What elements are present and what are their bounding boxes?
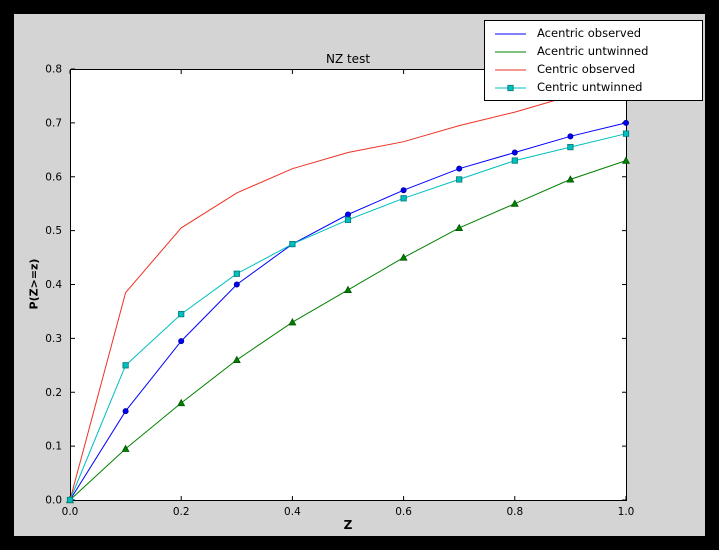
y-axis-label: P(Z>=z) <box>27 258 41 310</box>
data-point-marker <box>288 317 297 326</box>
figure-canvas: 0.0 0.2 0.4 0.6 0.8 1.0 0.0 0.1 0.2 0.3 0.4 0.5 0.6 0… <box>14 14 705 536</box>
legend-line-sample <box>495 84 526 91</box>
data-point-marker <box>344 285 352 293</box>
data-point-marker <box>622 156 630 164</box>
y-tick-label: 0.7 <box>45 117 62 129</box>
x-tick-label: 0.4 <box>284 506 301 518</box>
y-tick-label: 0.3 <box>45 333 62 345</box>
legend-item-centric-observed: Centric observed <box>493 62 696 77</box>
y-tick-label: 0.5 <box>45 225 62 237</box>
legend-line-sample <box>495 33 526 34</box>
data-point-marker <box>567 133 574 140</box>
legend: Acentric observed Acentric untwinned Cen… <box>484 20 703 101</box>
data-point-marker <box>178 338 185 345</box>
x-tick-label: 1.0 <box>618 506 635 518</box>
chart-title: NZ test <box>325 52 371 66</box>
legend-line-sample <box>495 51 526 52</box>
data-point-marker <box>289 240 296 248</box>
legend-label: Acentric observed <box>537 26 642 40</box>
data-point-marker <box>233 270 240 277</box>
data-point-marker <box>456 165 463 172</box>
x-tick-label: 0.6 <box>395 506 412 518</box>
data-point-marker <box>344 216 352 223</box>
data-point-marker <box>66 496 74 504</box>
legend-label: Centric observed <box>537 62 636 76</box>
y-tick-label: 0.1 <box>45 441 62 453</box>
series-line-2 <box>69 82 627 501</box>
x-axis-label: Z <box>343 518 353 532</box>
data-point-marker <box>511 149 518 156</box>
x-tick-label: 0.2 <box>173 506 190 518</box>
y-tick-label: 0.6 <box>45 171 62 183</box>
data-point-marker <box>567 144 574 151</box>
data-point-marker <box>232 355 241 364</box>
y-tick-label: 0.0 <box>45 495 62 507</box>
chart-plot-svg: 0.0 0.2 0.4 0.6 0.8 1.0 0.0 0.1 0.2 0.3 0.4 0.5 0.6 0… <box>45 64 635 519</box>
data-point-marker <box>622 130 630 137</box>
legend-label: Acentric untwinned <box>537 44 649 58</box>
data-point-marker <box>510 199 519 207</box>
legend-item-acentric-observed: Acentric observed <box>493 26 696 41</box>
data-point-marker <box>178 311 185 318</box>
x-tick-label: 0.0 <box>62 506 79 518</box>
data-point-marker <box>455 223 464 232</box>
legend-item-centric-untwinned: Centric untwinned <box>493 80 696 95</box>
data-point-marker <box>566 175 575 183</box>
data-point-marker <box>400 195 407 202</box>
data-point-marker <box>456 176 463 183</box>
legend-item-acentric-untwinned: Acentric untwinned <box>493 44 696 59</box>
data-point-marker <box>177 398 186 407</box>
data-point-marker <box>399 253 408 261</box>
data-point-marker <box>511 157 518 164</box>
y-tick-label: 0.2 <box>45 387 62 399</box>
x-tick-label: 0.8 <box>506 506 523 518</box>
data-point-marker <box>344 211 351 218</box>
legend-line-sample <box>495 69 526 70</box>
legend-label: Centric untwinned <box>537 80 643 94</box>
data-point-marker <box>507 84 514 91</box>
data-point-marker <box>400 187 407 194</box>
y-tick-label: 0.8 <box>45 64 62 76</box>
data-point-marker <box>122 362 129 369</box>
y-tick-label: 0.4 <box>45 279 62 291</box>
data-point-marker <box>122 408 129 415</box>
data-point-marker <box>623 119 630 126</box>
plot-background <box>70 69 627 501</box>
data-point-marker <box>233 281 240 288</box>
data-point-marker <box>121 444 130 452</box>
